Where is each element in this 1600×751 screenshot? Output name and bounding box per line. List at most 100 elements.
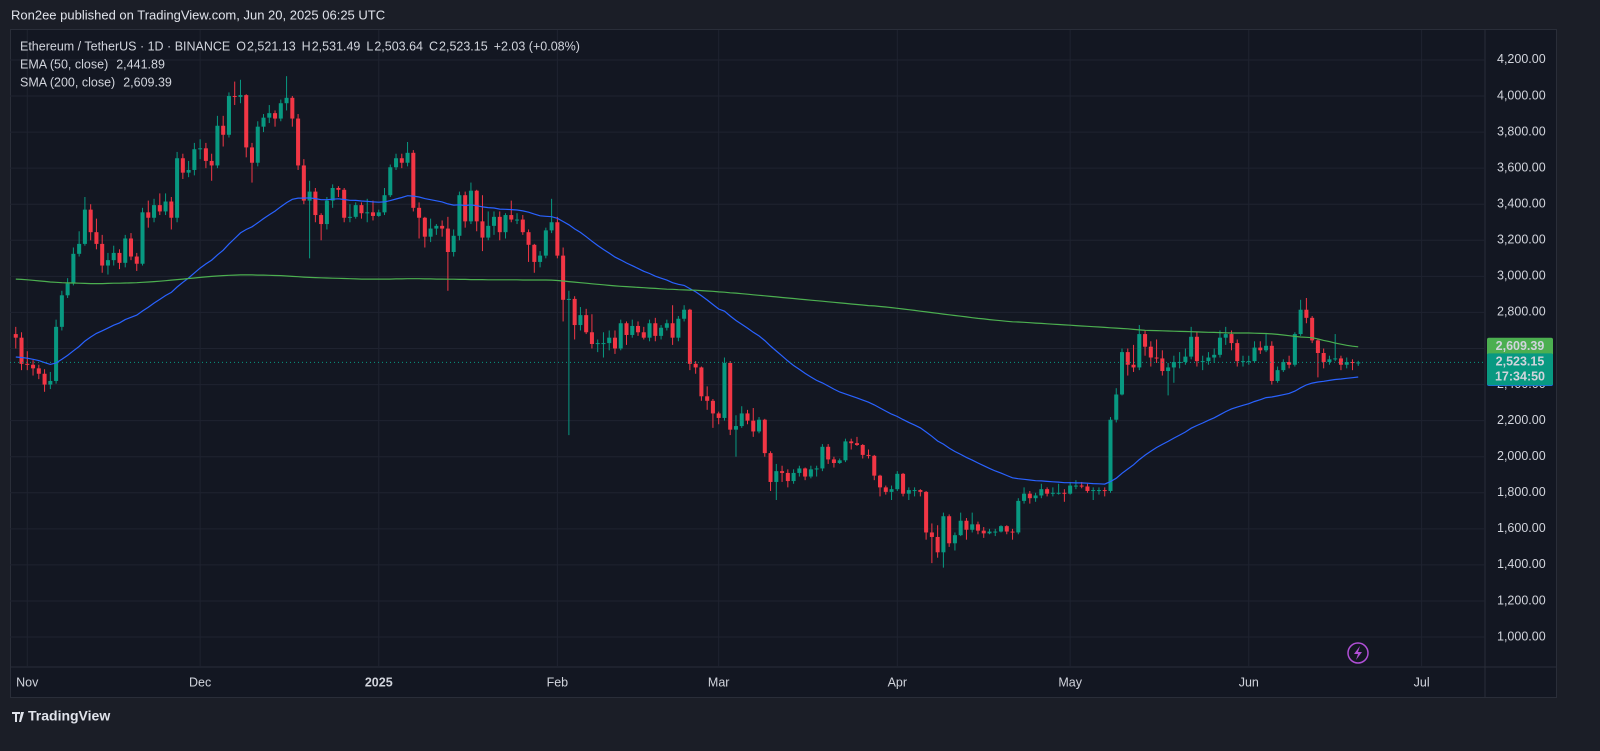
candle-body (434, 225, 439, 229)
candle-body (221, 125, 226, 135)
candle-body (1016, 500, 1021, 533)
candle-body (255, 126, 260, 163)
candle-body (1045, 489, 1050, 494)
candle-body (1108, 419, 1113, 491)
candle-body (71, 253, 76, 284)
candle-body (382, 195, 387, 213)
candle-body (612, 337, 617, 349)
candle-body (912, 490, 917, 492)
candle-body (36, 368, 41, 374)
candle-body (1027, 493, 1032, 499)
candle-body (924, 491, 929, 533)
candle-body (693, 363, 698, 368)
candle-body (889, 489, 894, 492)
candle-body (659, 327, 664, 336)
candle-body (699, 367, 704, 397)
candle-body (843, 441, 848, 461)
candle-body (175, 158, 180, 218)
y-tick-label: 3,000.00 (1497, 269, 1546, 283)
candle-body (486, 225, 491, 238)
candle-body (854, 443, 859, 445)
lightning-button[interactable] (1347, 642, 1369, 664)
candle-body (728, 362, 733, 430)
candle-body (111, 252, 116, 261)
candle-body (192, 149, 197, 170)
candle-body (1131, 364, 1136, 368)
y-tick-label: 2,000.00 (1497, 449, 1546, 463)
candle-body (837, 460, 842, 464)
candle-body (589, 332, 594, 344)
candle-body (780, 471, 785, 473)
candle-body (307, 191, 312, 201)
candle-body (1252, 347, 1257, 362)
ohlc-letter: H (302, 39, 311, 53)
candle-body (993, 531, 998, 533)
x-tick-label: 2025 (365, 675, 393, 689)
candle-body (48, 380, 53, 385)
x-tick-label: Jul (1414, 675, 1430, 689)
candle-body (935, 536, 940, 553)
candle-body (860, 444, 865, 455)
candle-body (664, 323, 669, 328)
candle-body (370, 212, 376, 216)
candle-body (647, 323, 652, 338)
candle-body (468, 190, 473, 222)
candle-body (77, 243, 82, 254)
candle-body (745, 413, 750, 421)
candle-body (134, 256, 139, 264)
candle-body (1143, 334, 1148, 347)
candle-body (1171, 362, 1176, 368)
candle-body (1223, 334, 1228, 338)
candle-body (578, 315, 583, 326)
candle-body (762, 419, 767, 454)
candle-body (440, 225, 445, 229)
candle-body (330, 187, 335, 201)
ohlc-letter: O (236, 39, 246, 53)
candle-body (1050, 492, 1055, 494)
candle-body (1004, 526, 1009, 532)
candle-body (751, 420, 756, 432)
candle-body (1240, 361, 1246, 363)
candle-body (88, 209, 93, 233)
legend-value: 2,441.89 (116, 57, 165, 71)
candle-body (526, 232, 531, 245)
x-tick-label: Jun (1239, 675, 1259, 689)
candle-body (1292, 334, 1297, 365)
candle-body (399, 158, 404, 163)
chart-panel (10, 29, 1557, 698)
y-tick-label: 3,600.00 (1497, 160, 1546, 174)
y-tick-label: 1,200.00 (1497, 593, 1546, 607)
candle-body (676, 318, 681, 338)
candle-body (261, 117, 266, 127)
candle-body (422, 217, 427, 237)
candle-body (607, 337, 612, 344)
candle-body (555, 222, 560, 256)
last-price-tag-box (1487, 353, 1553, 386)
candle-body (1200, 361, 1205, 363)
y-tick-label: 1,000.00 (1497, 629, 1546, 643)
legend-entry: EMA (50, close) (20, 57, 108, 71)
candle-body (1344, 362, 1349, 365)
candle-body (128, 238, 134, 257)
candle-body (1333, 358, 1338, 360)
candle-body (1010, 531, 1015, 533)
candle-body (814, 468, 819, 470)
candle-body (1166, 367, 1171, 372)
candle-body (296, 118, 301, 166)
ohlc-letter: C (429, 39, 438, 53)
candle-body (54, 326, 59, 381)
candle-body (768, 453, 773, 482)
candle-body (1321, 353, 1326, 363)
candle-body (249, 147, 255, 163)
indicator-line (15, 274, 1359, 348)
candle-body (1258, 347, 1263, 351)
candle-body (394, 158, 399, 168)
candle-body (791, 472, 796, 482)
candle-body (1096, 490, 1101, 492)
candle-body (411, 152, 416, 208)
candle-body (1229, 334, 1234, 344)
candle-body (198, 148, 203, 150)
candle-body (797, 468, 802, 473)
candle-body (1217, 337, 1222, 355)
